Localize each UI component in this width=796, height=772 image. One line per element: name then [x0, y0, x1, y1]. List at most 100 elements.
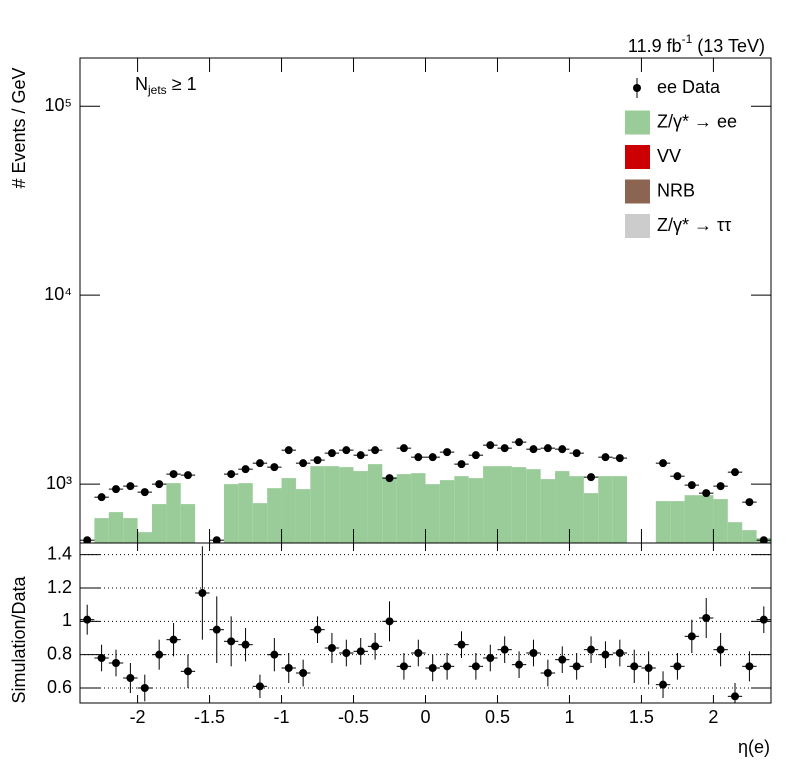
- data-point: [615, 649, 624, 657]
- data-point: [731, 692, 740, 701]
- histogram-bar: [727, 522, 743, 543]
- data-point: [515, 660, 524, 669]
- data-point: [414, 649, 423, 657]
- x-tick-label: -1: [274, 707, 290, 727]
- data-point: [169, 635, 178, 644]
- histogram-bar: [439, 480, 455, 543]
- histogram-bar: [396, 474, 412, 543]
- data-point: [630, 662, 639, 671]
- data-point: [356, 647, 365, 656]
- plot-layer: 10³ 10⁴ 10⁵ ee Data Z/γ* → ee VV NRB Z/γ* → ττ 0…: [44, 57, 772, 727]
- x-axis-title: η(e): [738, 737, 770, 757]
- data-point: [140, 488, 149, 497]
- histogram-bar: [511, 467, 527, 543]
- data-point: [443, 662, 452, 671]
- y-tick-label: 1.2: [47, 577, 72, 597]
- y-tick-label: 0.6: [47, 677, 72, 697]
- data-point: [385, 474, 394, 483]
- y-tick-label: 1.4: [47, 543, 72, 563]
- histogram-bar: [483, 466, 498, 543]
- data-point: [572, 449, 581, 458]
- data-point: [644, 664, 653, 672]
- histogram-bar: [655, 501, 671, 543]
- legend-label: ee Data: [657, 77, 721, 97]
- legend-label: Z/γ* → ττ: [657, 215, 731, 235]
- luminosity-label: 11.9 fb-1 (13 TeV): [628, 32, 765, 56]
- histogram-bar: [713, 499, 728, 543]
- data-point: [183, 667, 192, 676]
- data-point: [385, 617, 394, 626]
- data-point: [270, 463, 279, 472]
- histogram-bar: [238, 483, 253, 543]
- histogram-bar: [166, 483, 181, 543]
- data-point: [399, 444, 408, 453]
- histogram-bar: [583, 493, 599, 543]
- histogram-bar: [151, 504, 167, 543]
- data-point: [731, 468, 740, 477]
- histogram-bar: [94, 518, 109, 543]
- data-point: [111, 659, 120, 667]
- histogram-bar: [108, 512, 124, 543]
- data-point: [83, 536, 92, 543]
- y-tick-label: 10⁵: [45, 95, 72, 115]
- x-tick-label: 1.5: [629, 707, 654, 727]
- data-point: [97, 493, 106, 502]
- data-point: [529, 445, 538, 454]
- histogram-bar: [281, 478, 296, 543]
- data-point: [212, 536, 221, 543]
- histogram-bar: [497, 466, 512, 543]
- data-point: [342, 446, 351, 455]
- legend-label: Z/γ* → ee: [657, 111, 737, 131]
- data-point: [529, 649, 538, 657]
- data-point: [587, 473, 596, 482]
- data-point: [169, 470, 178, 479]
- histogram-bar: [353, 471, 368, 543]
- x-tick-label: 2: [708, 707, 718, 727]
- data-point: [284, 664, 293, 672]
- data-point: [313, 456, 322, 465]
- legend-swatch: [625, 179, 650, 204]
- data-point: [716, 482, 725, 491]
- y-axis-title: # Events / GeV: [9, 67, 29, 188]
- data-point: [255, 682, 264, 691]
- legend-label: NRB: [657, 180, 695, 200]
- data-point: [601, 650, 610, 659]
- legend-swatch: [625, 110, 650, 135]
- data-point: [659, 459, 668, 468]
- data-point: [558, 655, 567, 664]
- histogram-bar: [699, 495, 714, 543]
- histogram-bar: [425, 484, 440, 543]
- x-tick-label: 0: [420, 707, 430, 727]
- data-point: [702, 614, 711, 622]
- x-tick-label: 1: [564, 707, 574, 727]
- data-point: [687, 481, 696, 490]
- data-point: [227, 470, 236, 479]
- data-point: [659, 680, 668, 689]
- histogram-bar: [526, 469, 541, 543]
- ratio-axis-title: Simulation/Data: [9, 575, 29, 703]
- x-tick-label: -2: [130, 707, 146, 727]
- data-point: [745, 662, 754, 671]
- data-point: [486, 441, 495, 450]
- data-point: [443, 448, 452, 457]
- x-tick-label: -0.5: [338, 707, 369, 727]
- data-point: [155, 480, 164, 489]
- legend-label: VV: [657, 146, 681, 166]
- data-point: [471, 662, 480, 671]
- data-point: [327, 644, 336, 652]
- histogram-bar: [468, 478, 484, 543]
- data-point: [342, 649, 351, 657]
- histogram-bar: [684, 495, 700, 543]
- data-point: [155, 650, 164, 659]
- data-point: [198, 589, 207, 597]
- y-tick-label: 10⁴: [44, 284, 72, 304]
- data-point: [299, 669, 308, 677]
- histogram-bar: [339, 467, 354, 543]
- data-point: [759, 536, 768, 543]
- data-point: [500, 645, 509, 654]
- data-point: [543, 669, 552, 677]
- data-point: [284, 446, 293, 455]
- data-point: [241, 465, 250, 474]
- data-point: [615, 454, 624, 463]
